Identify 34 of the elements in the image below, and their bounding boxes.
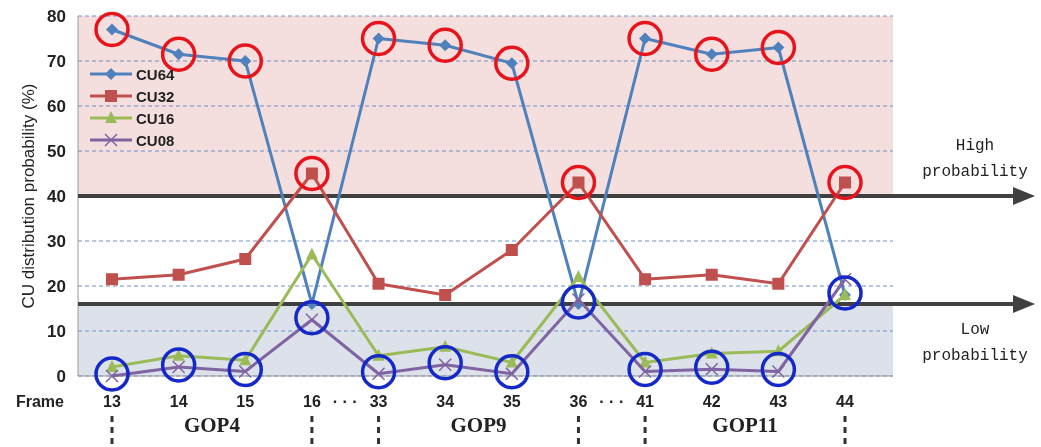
- ref-line-label: High probability: [922, 137, 1029, 181]
- x-tick-label: 14: [169, 393, 188, 410]
- x-axis-title: Frame: [15, 393, 65, 410]
- y-tick-label: 20: [47, 276, 66, 296]
- legend-label: CU08: [136, 131, 175, 149]
- y-tick-label: 80: [47, 6, 66, 26]
- x-tick-label: 44: [836, 393, 854, 410]
- y-tick-label: 30: [47, 231, 66, 251]
- legend-label: CU64: [136, 65, 176, 83]
- text: GOP11: [712, 413, 778, 437]
- y-tick-label: 10: [47, 321, 66, 341]
- x-tick-label: 42: [702, 393, 721, 410]
- y-tick-label: 60: [47, 96, 66, 116]
- x-tick-label: 13: [103, 393, 121, 410]
- legend-label: CU16: [136, 109, 175, 127]
- x-tick-label: 35: [502, 393, 521, 410]
- x-tick-label: 41: [636, 393, 655, 410]
- x-tick-label: 16: [303, 393, 321, 410]
- y-axis-title: CU distribution probability (%): [19, 83, 38, 309]
- text: GOP4: [183, 413, 241, 437]
- x-tick-label: 36: [569, 393, 588, 410]
- y-tick-label: 40: [47, 186, 66, 206]
- x-tick-label: 34: [436, 393, 455, 410]
- ref-line-label: Low probability: [922, 321, 1029, 365]
- x-tick-label: 33: [369, 393, 388, 410]
- y-tick-label: 70: [47, 51, 66, 71]
- text: GOP9: [450, 413, 507, 437]
- x-tick-label: 43: [769, 393, 788, 410]
- y-tick-label: 0: [56, 366, 66, 386]
- x-tick-label: 15: [236, 393, 255, 410]
- legend-label: CU32: [136, 87, 175, 105]
- text: · · ·: [599, 393, 625, 410]
- y-tick-label: 50: [47, 141, 66, 161]
- text: · · ·: [332, 393, 358, 410]
